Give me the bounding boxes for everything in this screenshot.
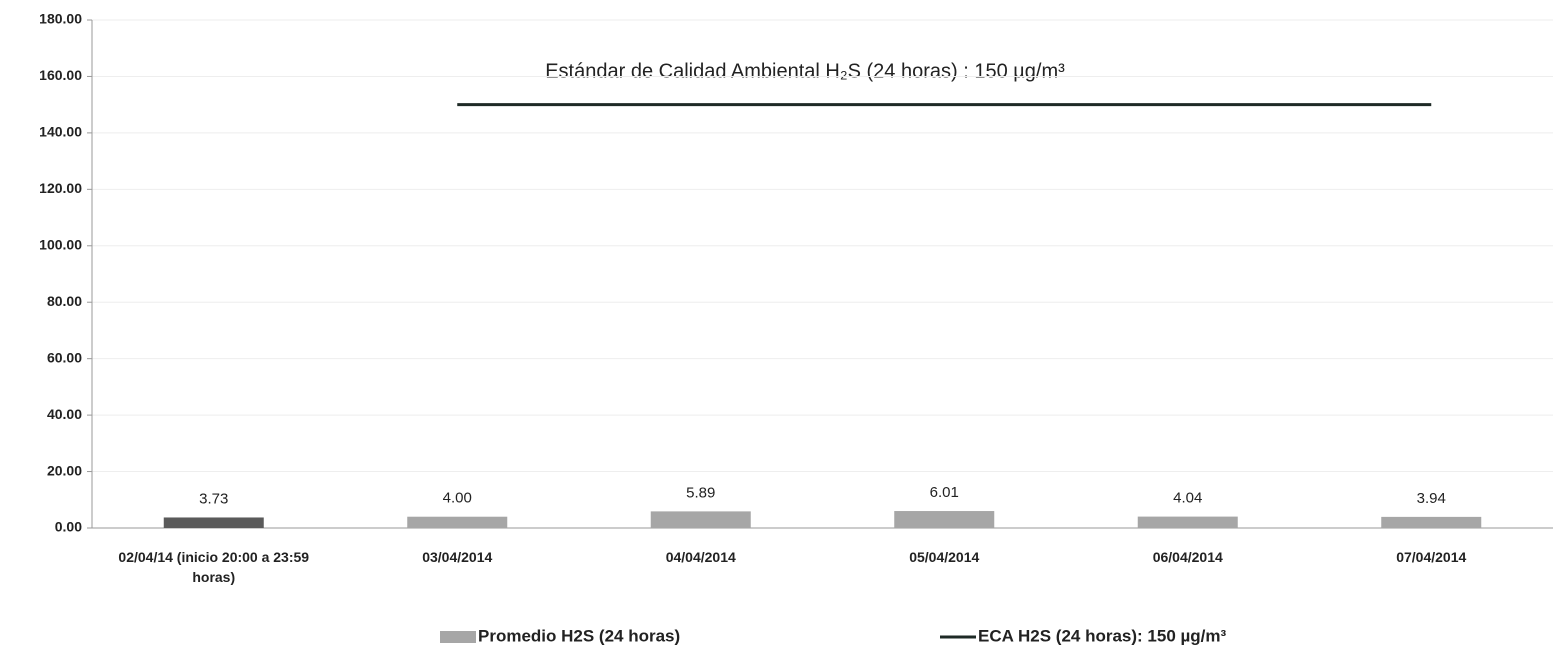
value-label: 4.00 [443,490,472,507]
x-tick-label: 06/04/2014 [1152,549,1223,565]
bar [407,516,508,528]
annotation: Estándar de Calidad Ambiental H₂S (24 ho… [545,60,1065,82]
y-tick-label: 20.00 [47,462,82,478]
legend-label: ECA H2S (24 horas): 150 µg/m³ [978,626,1227,645]
legend-swatch [440,631,476,643]
bar [1381,516,1482,528]
y-tick-label: 0.00 [55,519,82,535]
y-tick-label: 100.00 [39,236,82,252]
y-tick-label: 80.00 [47,293,82,309]
y-tick-label: 60.00 [47,349,82,365]
y-tick-label: 140.00 [39,124,82,140]
x-tick-label: 04/04/2014 [665,549,736,565]
bar [650,511,751,528]
y-tick-label: 120.00 [39,180,82,196]
bar [1137,516,1238,528]
bar [894,511,995,528]
legend-label: Promedio H2S (24 horas) [478,626,680,645]
value-label: 3.94 [1417,490,1446,507]
value-label: 3.73 [199,490,228,507]
y-tick-label: 160.00 [39,67,82,83]
x-tick-label: 03/04/2014 [422,549,493,565]
x-tick-label: 05/04/2014 [909,549,980,565]
y-tick-label: 180.00 [39,11,82,27]
value-label: 5.89 [686,484,715,501]
value-label: 6.01 [930,484,959,501]
bar [163,517,264,528]
x-tick-label: 07/04/2014 [1396,549,1467,565]
y-tick-label: 40.00 [47,406,82,422]
x-tick-label: 02/04/14 (inicio 20:00 a 23:59 horas) [118,549,310,585]
value-label: 4.04 [1173,490,1202,507]
